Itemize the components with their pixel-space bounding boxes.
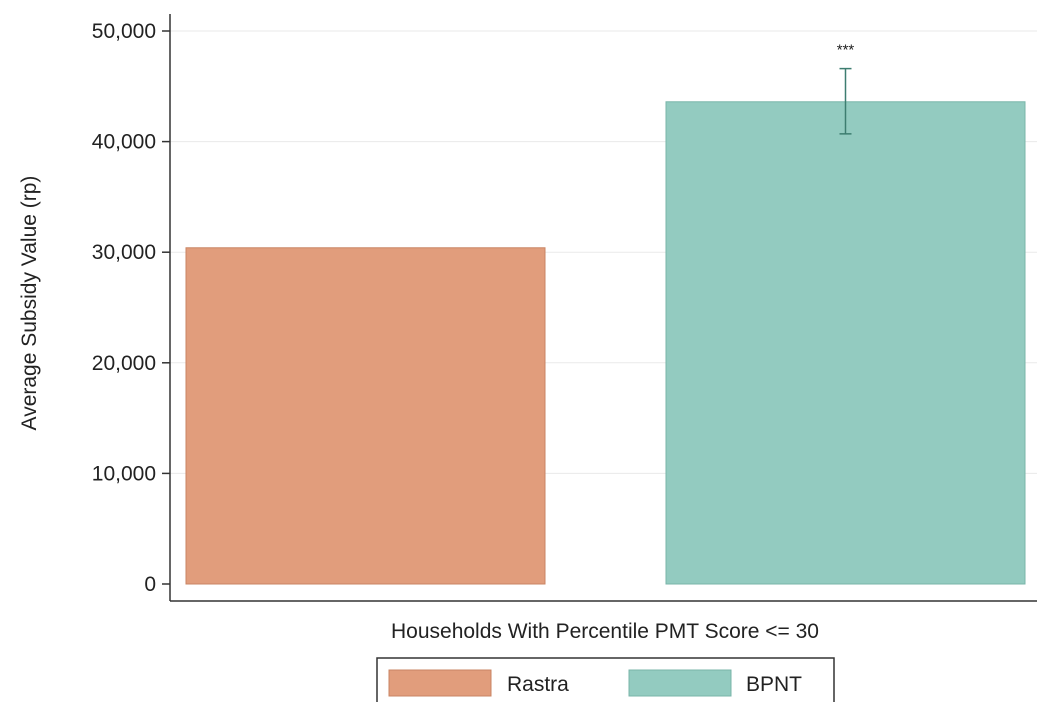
y-tick-label: 30,000 (92, 241, 156, 264)
legend-label-rastra: Rastra (507, 673, 569, 696)
legend-swatch-rastra (388, 669, 492, 697)
y-tick-label: 10,000 (92, 462, 156, 485)
legend: Rastra BPNT (376, 657, 835, 702)
significance-label: *** (837, 42, 855, 59)
y-axis-ticks: 0 10,000 20,000 30,000 40,000 50,000 (92, 20, 170, 596)
bars: *** (185, 42, 1026, 585)
y-tick-label: 40,000 (92, 131, 156, 154)
axes (169, 14, 1037, 602)
y-tick-label: 20,000 (92, 352, 156, 375)
x-axis-title: Households With Percentile PMT Score <= … (391, 620, 819, 643)
bar-bpnt (665, 101, 1026, 585)
y-axis-title: Average Subsidy Value (rp) (18, 176, 41, 431)
bar-rastra (185, 247, 546, 585)
y-tick-label: 50,000 (92, 20, 156, 43)
y-tick-label: 0 (144, 573, 156, 596)
legend-label-bpnt: BPNT (746, 673, 802, 696)
legend-swatch-bpnt (628, 669, 732, 697)
